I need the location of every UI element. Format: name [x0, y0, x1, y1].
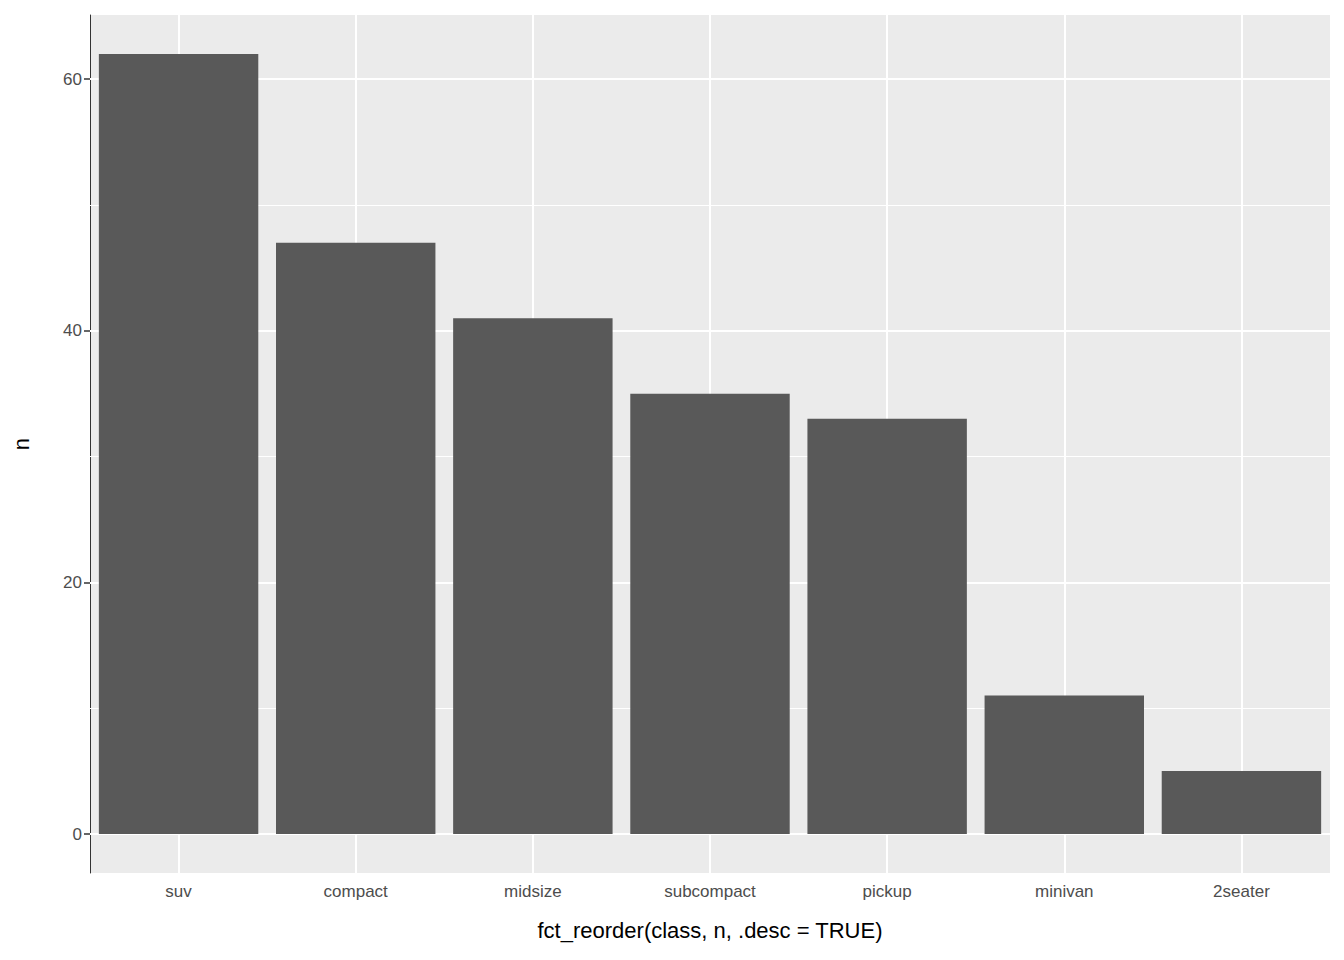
svg-text:fct_reorder(class, n, .desc =: fct_reorder(class, n, .desc = TRUE): [538, 918, 883, 943]
svg-text:subcompact: subcompact: [664, 882, 756, 901]
svg-text:60: 60: [63, 70, 82, 89]
svg-text:minivan: minivan: [1035, 882, 1094, 901]
svg-text:0: 0: [73, 825, 82, 844]
svg-text:n: n: [9, 438, 34, 450]
svg-text:40: 40: [63, 321, 82, 340]
svg-text:20: 20: [63, 573, 82, 592]
svg-text:pickup: pickup: [863, 882, 912, 901]
svg-text:suv: suv: [165, 882, 192, 901]
svg-text:2seater: 2seater: [1213, 882, 1270, 901]
svg-text:midsize: midsize: [504, 882, 562, 901]
svg-text:compact: compact: [324, 882, 389, 901]
